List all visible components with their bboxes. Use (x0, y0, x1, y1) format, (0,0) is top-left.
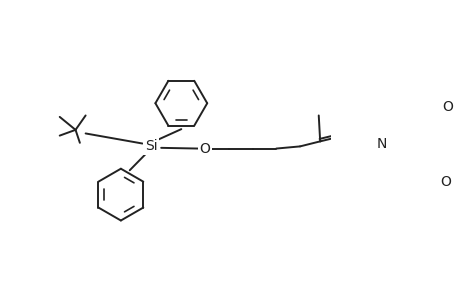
Text: O: O (441, 100, 452, 114)
Text: O: O (440, 176, 451, 189)
Text: O: O (199, 142, 210, 156)
Text: Si: Si (145, 140, 157, 153)
Polygon shape (402, 159, 416, 183)
Text: N: N (375, 137, 386, 151)
